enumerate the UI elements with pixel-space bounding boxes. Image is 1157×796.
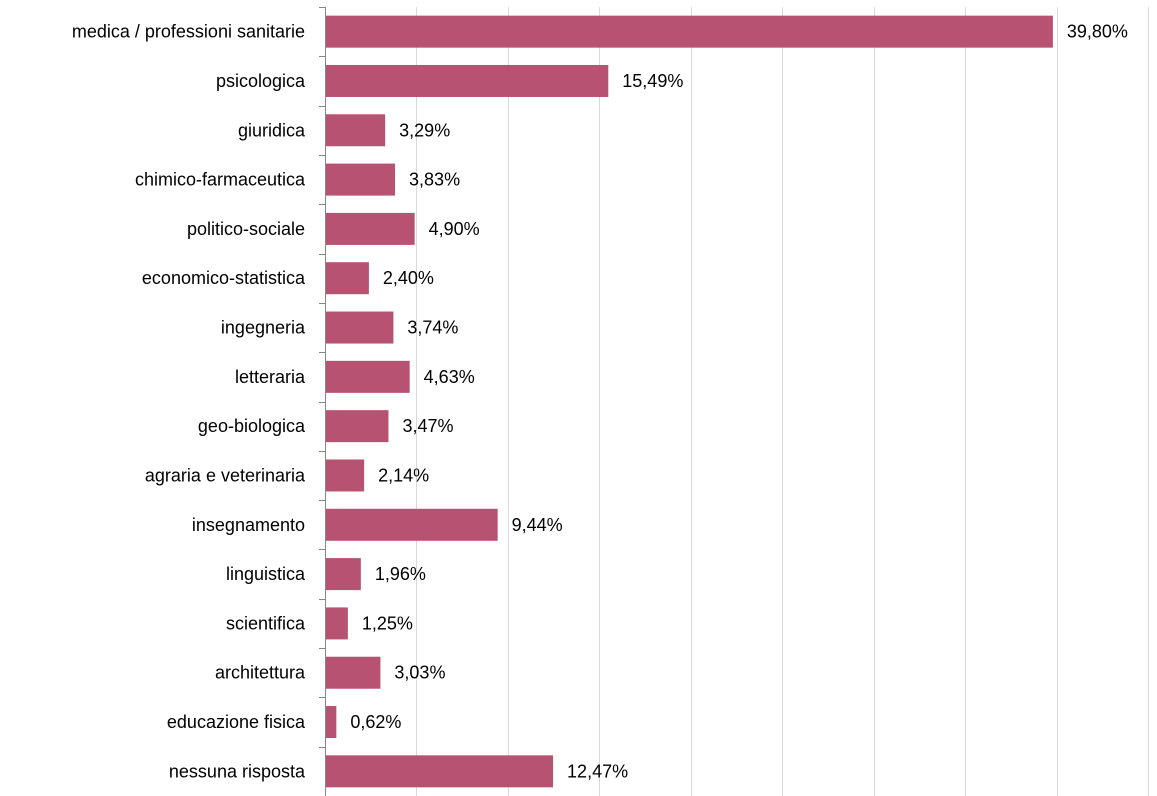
category-label-4: politico-sociale: [187, 219, 305, 239]
bar-8: [326, 410, 389, 443]
category-label-1: psicologica: [216, 71, 306, 91]
value-label-8: 3,47%: [402, 416, 453, 436]
value-label-2: 3,29%: [399, 120, 450, 140]
category-label-7: letteraria: [235, 367, 306, 387]
category-label-11: linguistica: [226, 564, 306, 584]
value-label-13: 3,03%: [394, 663, 445, 683]
bar-6: [326, 311, 394, 344]
value-label-14: 0,62%: [350, 712, 401, 732]
value-label-1: 15,49%: [622, 71, 683, 91]
value-label-6: 3,74%: [407, 318, 458, 338]
value-label-10: 9,44%: [512, 515, 563, 535]
bar-10: [326, 508, 498, 541]
bars: [326, 15, 1053, 788]
bar-4: [326, 212, 415, 245]
value-label-9: 2,14%: [378, 465, 429, 485]
category-label-2: giuridica: [238, 120, 306, 140]
bar-5: [326, 262, 369, 295]
value-label-15: 12,47%: [567, 761, 628, 781]
bar-7: [326, 360, 410, 393]
bar-1: [326, 64, 609, 97]
category-label-6: ingegneria: [221, 318, 306, 338]
value-label-4: 4,90%: [429, 219, 480, 239]
gridlines: [416, 7, 1149, 796]
value-label-11: 1,96%: [375, 564, 426, 584]
category-label-3: chimico-farmaceutica: [135, 170, 306, 190]
value-label-12: 1,25%: [362, 613, 413, 633]
category-label-10: insegnamento: [192, 515, 305, 535]
category-label-13: architettura: [215, 663, 306, 683]
bar-11: [326, 558, 361, 591]
value-label-5: 2,40%: [383, 268, 434, 288]
bar-13: [326, 656, 381, 689]
bar-15: [326, 755, 554, 788]
value-label-7: 4,63%: [424, 367, 475, 387]
value-label-3: 3,83%: [409, 170, 460, 190]
bar-9: [326, 459, 365, 492]
value-label-0: 39,80%: [1067, 22, 1128, 42]
bar-2: [326, 114, 386, 147]
category-label-8: geo-biologica: [198, 416, 306, 436]
bar-14: [326, 706, 337, 739]
labels: medica / professioni sanitarie 39,80% psic…: [72, 22, 1128, 782]
category-label-0: medica / professioni sanitarie: [72, 22, 305, 42]
category-label-14: educazione fisica: [167, 712, 306, 732]
bar-0: [326, 15, 1053, 48]
category-label-9: agraria e veterinaria: [145, 465, 306, 485]
bar-12: [326, 607, 348, 640]
category-axis: [319, 7, 326, 796]
bar-3: [326, 163, 396, 196]
category-label-12: scientifica: [226, 613, 306, 633]
category-label-15: nessuna risposta: [169, 761, 306, 781]
category-label-5: economico-statistica: [142, 268, 306, 288]
